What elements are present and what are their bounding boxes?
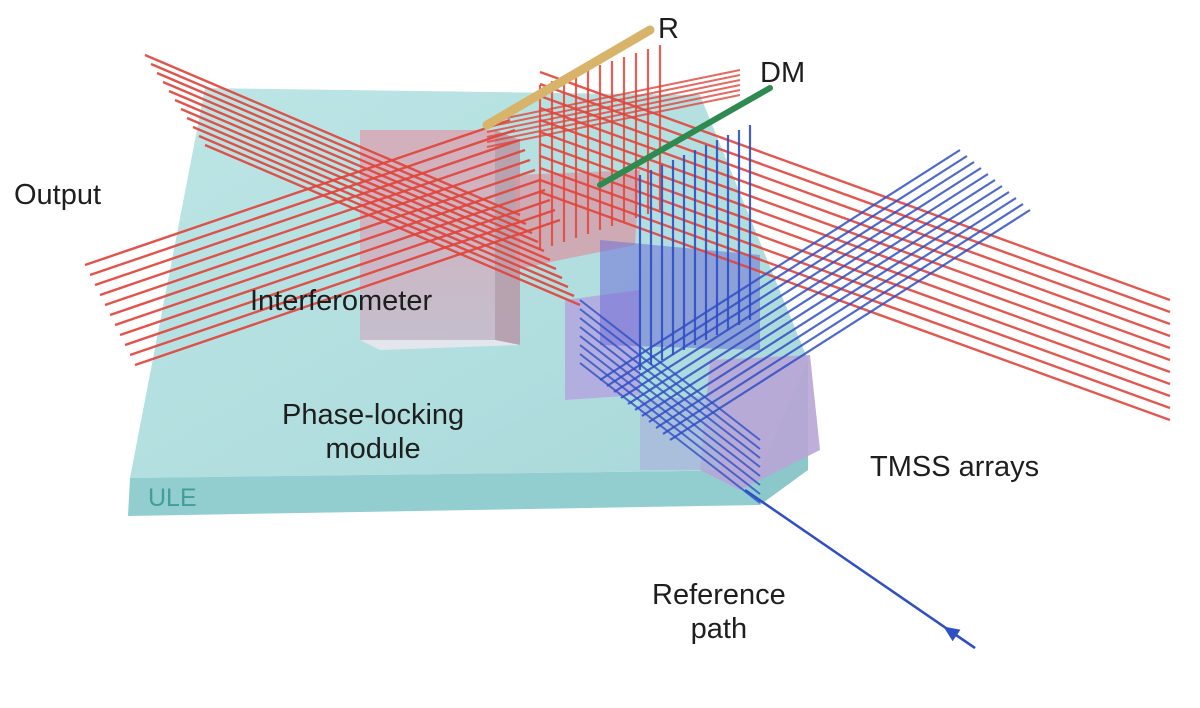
red-beam-upper-output xyxy=(192,125,569,289)
blue-beam-diagonal xyxy=(613,161,975,393)
red-beam-reflected xyxy=(486,74,741,128)
blue-beam-diagonal xyxy=(627,173,989,405)
label-ule: ULE xyxy=(148,484,197,512)
blue-beam-module xyxy=(579,362,761,504)
blue-beam-module xyxy=(579,326,761,468)
red-beam-upper-output xyxy=(186,116,563,280)
blue-beam-diagonal xyxy=(599,149,961,381)
r-mirror xyxy=(482,25,655,130)
red-beam-lower-output xyxy=(134,218,561,367)
red-beam-lower-output xyxy=(104,158,531,307)
blue-beam-module xyxy=(579,308,761,450)
red-beam-tmss xyxy=(539,94,1171,326)
red-beam-upper-output xyxy=(162,80,539,244)
blue-beam-diagonal xyxy=(634,179,996,411)
blue-beam-diagonal xyxy=(662,203,1024,435)
red-beam-tmss xyxy=(539,106,1171,338)
red-beam-tmss xyxy=(539,178,1171,410)
red-beam-lower-output xyxy=(84,118,511,267)
red-beam-reflected xyxy=(486,94,741,148)
red-beam-lower-output xyxy=(119,188,546,337)
blue-beam-module xyxy=(579,353,761,495)
label-phase-locking-module: Phase-locking module xyxy=(282,398,464,466)
blue-beam-module xyxy=(579,317,761,459)
blue-beam-diagonal xyxy=(655,197,1017,429)
red-beam-upper-output xyxy=(144,53,521,217)
red-beam-tmss xyxy=(539,82,1171,314)
label-phase-locking-line1: Phase-locking xyxy=(282,399,465,431)
red-beam-lower-output xyxy=(129,208,556,357)
blue-beam-diagonal xyxy=(669,209,1031,441)
blue-beam-arrays xyxy=(579,125,1031,504)
reference-path-arrow xyxy=(943,626,976,650)
blue-beam-diagonal xyxy=(648,191,1010,423)
red-beam-tmss xyxy=(539,166,1171,398)
red-beam-tmss xyxy=(539,130,1171,362)
red-beam-lower-output xyxy=(124,198,551,347)
label-interferometer: Interferometer xyxy=(250,285,433,317)
dm-mirror xyxy=(597,85,773,188)
red-beam-lower-output xyxy=(114,178,541,327)
red-beam-reflected xyxy=(486,79,741,133)
red-beam-reflected xyxy=(486,84,741,138)
blue-beam-diagonal xyxy=(606,155,968,387)
label-reference-line2: path xyxy=(690,613,748,646)
red-beam-reflected xyxy=(486,89,741,143)
blue-beam-diagonal xyxy=(620,167,982,399)
label-tmss-arrays: TMSS arrays xyxy=(870,451,1040,483)
red-beam-lower-output xyxy=(89,128,516,277)
red-beam-upper-output xyxy=(156,71,533,235)
red-beam-tmss xyxy=(539,190,1171,422)
label-phase-locking-line2: module xyxy=(325,433,421,466)
red-beam-lower-output xyxy=(99,148,526,297)
blue-beam-module xyxy=(579,335,761,477)
label-reference-line1: Reference xyxy=(652,579,786,611)
blue-beam-diagonal xyxy=(641,185,1003,417)
red-beam-arrays xyxy=(84,45,1171,422)
red-beam-upper-output xyxy=(204,143,581,307)
label-reference-path: Reference path xyxy=(652,578,786,646)
label-output: Output xyxy=(14,179,102,211)
blue-beam-module xyxy=(579,299,761,441)
red-beam-upper-output xyxy=(150,62,527,226)
red-beam-upper-output xyxy=(198,134,575,298)
blue-beam-module xyxy=(579,344,761,486)
reference-path-beam xyxy=(744,488,976,650)
red-beam-lower-output xyxy=(94,138,521,287)
label-dm: DM xyxy=(760,57,806,89)
label-r: R xyxy=(658,13,679,45)
red-beam-reflected xyxy=(486,69,741,123)
red-beam-lower-output xyxy=(109,168,536,317)
